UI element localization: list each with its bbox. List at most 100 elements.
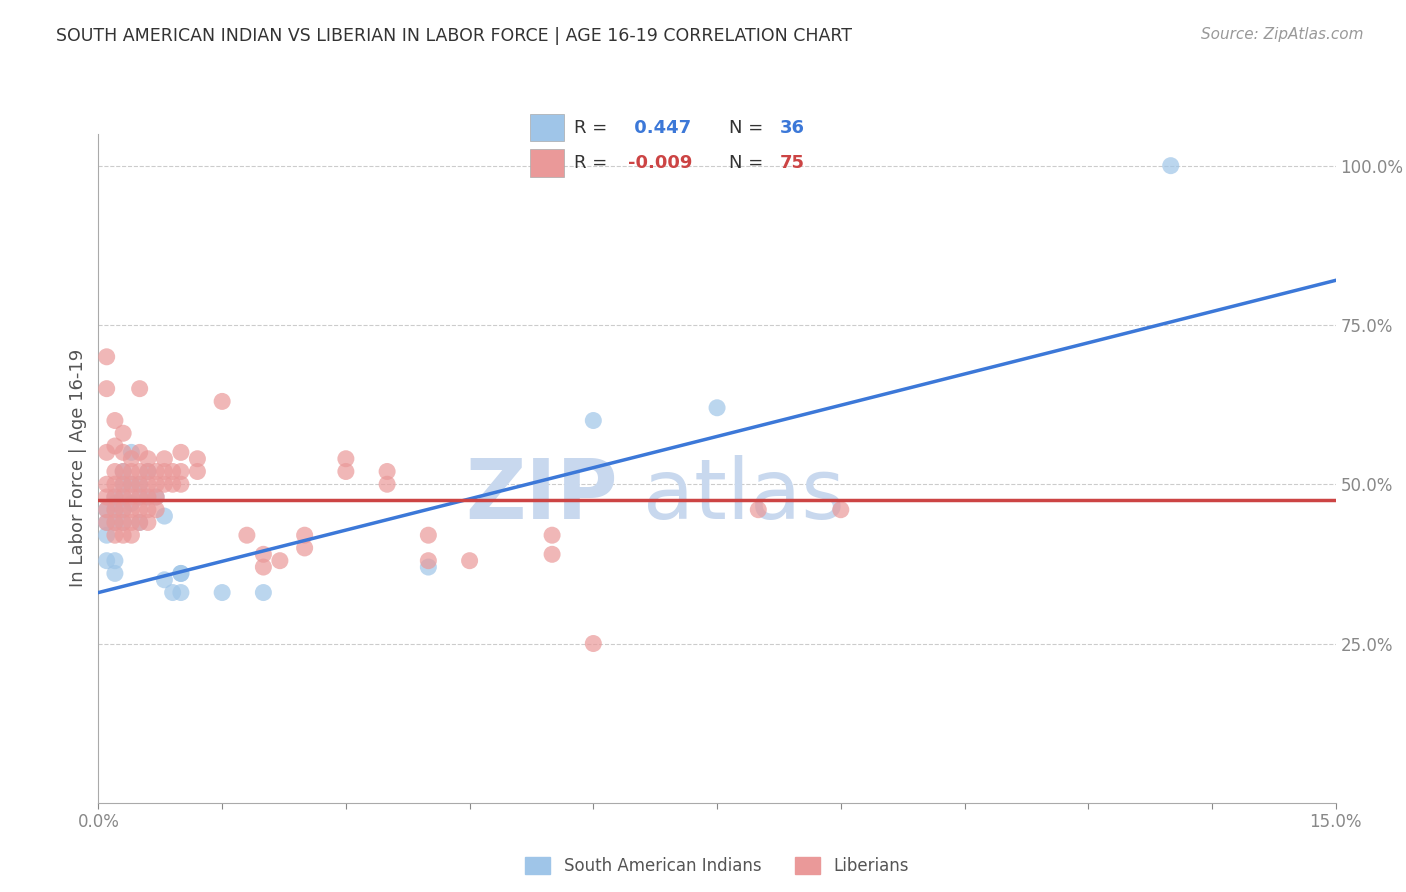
Point [541, 528, 564, 542]
Point [582, 413, 605, 427]
Point [96, 350, 118, 364]
Point [104, 439, 127, 453]
Point [269, 554, 291, 568]
Point [541, 547, 564, 561]
Point [128, 502, 150, 516]
Point [104, 496, 127, 510]
Point [335, 465, 357, 479]
Point [104, 465, 127, 479]
Point [145, 490, 167, 504]
Point [112, 490, 135, 504]
Point [418, 560, 440, 574]
Point [170, 585, 193, 599]
Point [706, 401, 728, 415]
Text: 36: 36 [780, 119, 806, 136]
Point [96, 516, 118, 530]
Point [145, 490, 167, 504]
Point [104, 413, 127, 427]
Point [294, 541, 316, 555]
Point [128, 382, 150, 396]
Point [830, 502, 852, 516]
Point [112, 502, 135, 516]
Point [294, 528, 316, 542]
Point [375, 465, 398, 479]
Point [211, 585, 233, 599]
Point [120, 445, 142, 459]
FancyBboxPatch shape [530, 150, 564, 177]
Point [104, 490, 127, 504]
Point [128, 477, 150, 491]
Point [112, 516, 135, 530]
Point [112, 465, 135, 479]
Point [96, 516, 118, 530]
Point [747, 502, 769, 516]
Text: SOUTH AMERICAN INDIAN VS LIBERIAN IN LABOR FORCE | AGE 16-19 CORRELATION CHART: SOUTH AMERICAN INDIAN VS LIBERIAN IN LAB… [56, 27, 852, 45]
Point [252, 560, 274, 574]
Point [136, 465, 159, 479]
Point [104, 528, 127, 542]
Point [96, 382, 118, 396]
Point [162, 585, 184, 599]
Point [170, 566, 193, 581]
Point [120, 477, 142, 491]
Point [112, 477, 135, 491]
Point [112, 490, 135, 504]
Point [128, 516, 150, 530]
Text: 0.447: 0.447 [628, 119, 692, 136]
Point [153, 465, 176, 479]
Point [418, 528, 440, 542]
Point [170, 465, 193, 479]
Point [153, 451, 176, 466]
Text: N =: N = [730, 154, 763, 172]
Point [153, 573, 176, 587]
Y-axis label: In Labor Force | Age 16-19: In Labor Force | Age 16-19 [69, 349, 87, 588]
Legend: South American Indians, Liberians: South American Indians, Liberians [519, 850, 915, 881]
Point [104, 477, 127, 491]
Point [252, 585, 274, 599]
Point [120, 477, 142, 491]
Point [96, 502, 118, 516]
Point [104, 502, 127, 516]
Point [112, 465, 135, 479]
Text: N =: N = [730, 119, 763, 136]
Point [186, 465, 208, 479]
Point [96, 445, 118, 459]
Point [120, 516, 142, 530]
Text: R =: R = [574, 154, 607, 172]
Point [211, 394, 233, 409]
Point [104, 502, 127, 516]
Point [120, 496, 142, 510]
Point [136, 490, 159, 504]
Point [136, 490, 159, 504]
Point [96, 554, 118, 568]
Point [112, 477, 135, 491]
Text: Source: ZipAtlas.com: Source: ZipAtlas.com [1201, 27, 1364, 42]
Point [162, 477, 184, 491]
Point [145, 502, 167, 516]
Point [112, 516, 135, 530]
Point [128, 465, 150, 479]
Point [128, 477, 150, 491]
Point [418, 554, 440, 568]
Point [104, 490, 127, 504]
Point [1160, 159, 1182, 173]
Point [170, 445, 193, 459]
Point [236, 528, 259, 542]
Point [104, 516, 127, 530]
Point [96, 490, 118, 504]
Point [153, 477, 176, 491]
Point [335, 451, 357, 466]
Point [145, 477, 167, 491]
Point [104, 566, 127, 581]
Point [136, 451, 159, 466]
Point [96, 477, 118, 491]
Point [112, 502, 135, 516]
Point [170, 566, 193, 581]
Text: -0.009: -0.009 [628, 154, 693, 172]
Point [162, 465, 184, 479]
Point [170, 477, 193, 491]
Point [136, 477, 159, 491]
Point [153, 509, 176, 524]
Point [128, 490, 150, 504]
Point [112, 445, 135, 459]
